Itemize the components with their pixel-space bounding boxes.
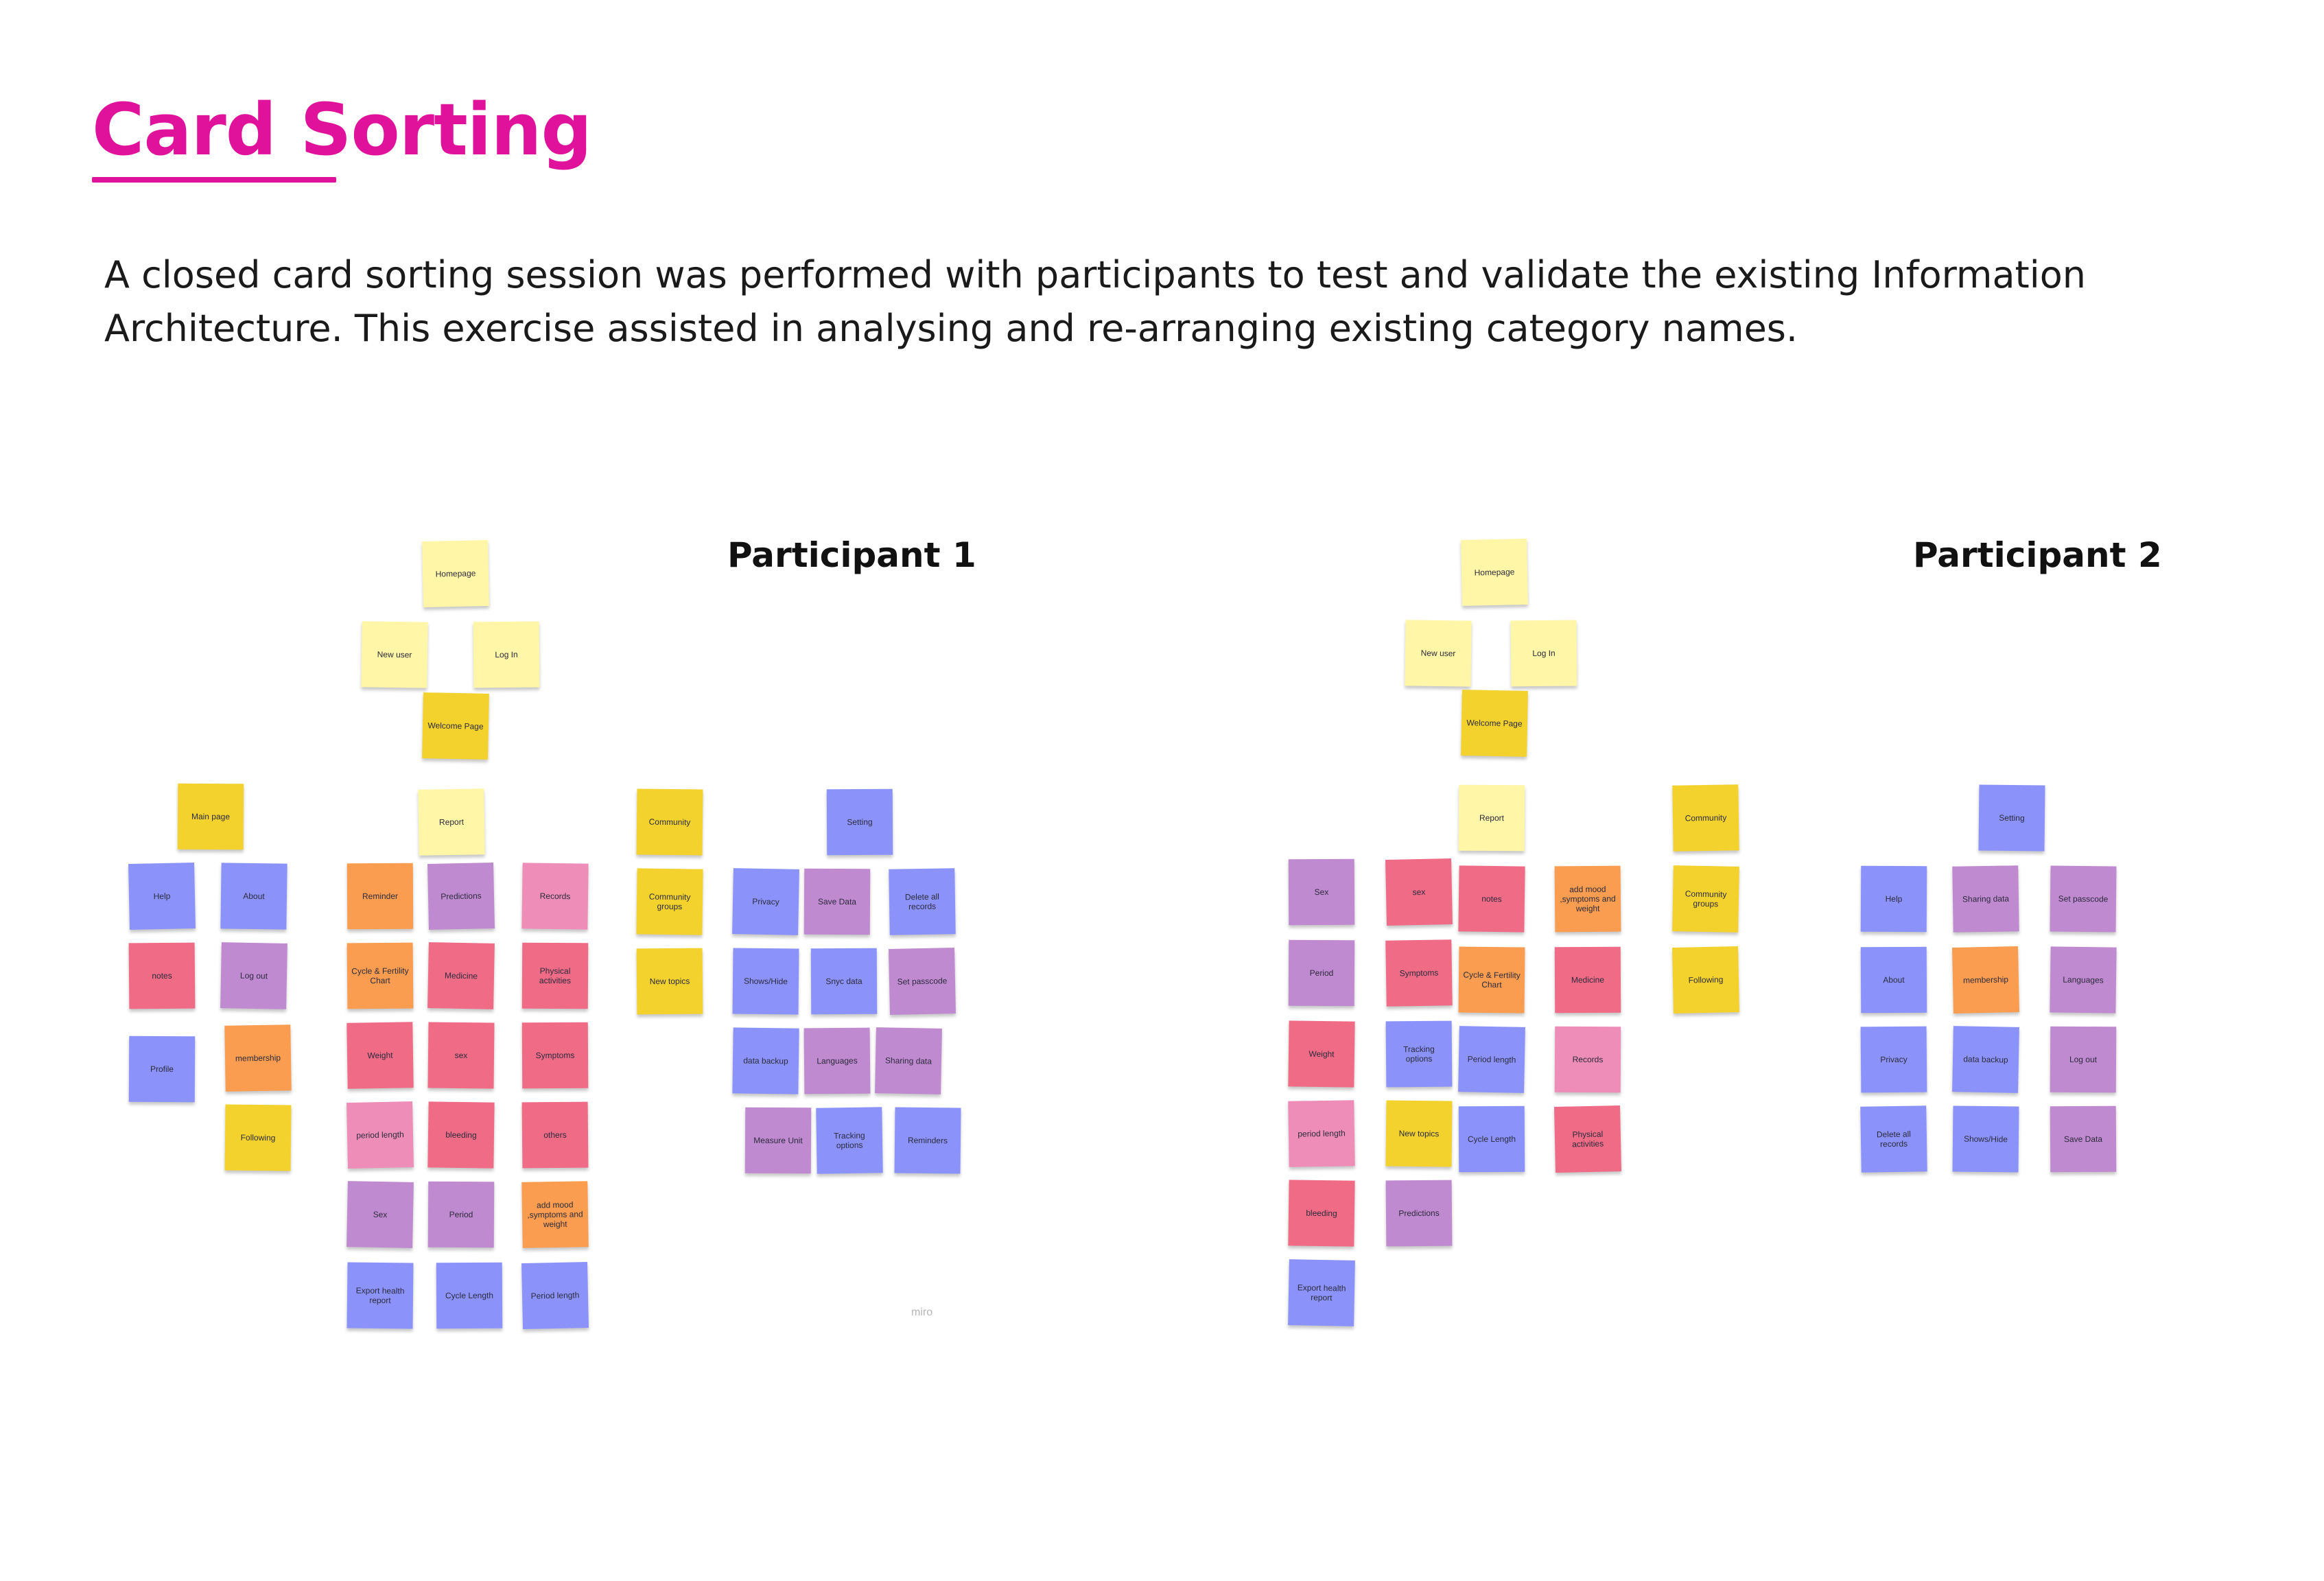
sticky-note[interactable]: data backup: [1952, 1026, 2019, 1093]
sticky-note[interactable]: Export health report: [1288, 1259, 1355, 1326]
sticky-note[interactable]: Languages: [2050, 946, 2117, 1014]
sticky-note[interactable]: notes: [1458, 865, 1525, 933]
sticky-note[interactable]: Sharing data: [1952, 865, 2019, 933]
sticky-note[interactable]: add mood ,symptoms and weight: [1554, 865, 1621, 933]
participant-2-label: Participant 2: [1913, 535, 2162, 575]
sticky-note[interactable]: New topics: [1385, 1100, 1453, 1167]
sticky-note[interactable]: About: [1860, 946, 1927, 1014]
sticky-note[interactable]: Community: [1672, 784, 1739, 852]
page-description: A closed card sorting session was perfor…: [104, 253, 2086, 350]
sticky-note[interactable]: Medicine: [1554, 946, 1621, 1014]
sticky-note[interactable]: sex: [1385, 858, 1453, 926]
sticky-note[interactable]: Homepage: [1461, 539, 1528, 606]
page-title: Card Sorting: [92, 88, 592, 172]
sticky-note[interactable]: Period length: [1458, 1026, 1525, 1093]
sticky-note[interactable]: Tracking options: [1385, 1020, 1453, 1088]
sticky-note[interactable]: Records: [1554, 1026, 1621, 1093]
sticky-note[interactable]: Symptoms: [1385, 939, 1453, 1007]
sticky-note[interactable]: New user: [1405, 620, 1472, 687]
sticky-note[interactable]: Cycle & Fertility Chart: [1458, 946, 1525, 1014]
sticky-note[interactable]: bleeding: [1288, 1180, 1355, 1247]
sticky-note[interactable]: Shows/Hide: [1952, 1105, 2019, 1173]
sticky-note[interactable]: Sex: [1288, 858, 1355, 926]
sticky-note[interactable]: Privacy: [1860, 1026, 1927, 1093]
sticky-note[interactable]: Log In: [1510, 620, 1577, 687]
sticky-note[interactable]: Setting: [1978, 784, 2045, 852]
sticky-note[interactable]: period length: [1288, 1100, 1355, 1167]
miro-watermark: miro: [911, 1307, 933, 1318]
sticky-note[interactable]: Weight: [1288, 1020, 1355, 1088]
sticky-note[interactable]: Period: [1288, 939, 1355, 1007]
sticky-note[interactable]: Report: [1458, 784, 1525, 852]
sticky-note[interactable]: Help: [1860, 865, 1927, 933]
sticky-note[interactable]: Log out: [2050, 1026, 2117, 1093]
sticky-note[interactable]: Physical activities: [1554, 1105, 1621, 1173]
sticky-note[interactable]: Delete all records: [1860, 1105, 1927, 1173]
sticky-note[interactable]: Community groups: [1672, 865, 1739, 933]
sticky-note[interactable]: Cycle Length: [1458, 1105, 1525, 1173]
sticky-note[interactable]: Set passcode: [2050, 865, 2117, 933]
title-underline: [92, 177, 336, 183]
sticky-note[interactable]: Following: [1672, 946, 1739, 1014]
sticky-note[interactable]: Predictions: [1385, 1180, 1453, 1247]
sticky-note[interactable]: Welcome Page: [1461, 690, 1528, 757]
sticky-note[interactable]: membership: [1952, 946, 2019, 1014]
participant-1-label: Participant 1: [727, 535, 976, 575]
sticky-note[interactable]: Save Data: [2050, 1105, 2117, 1173]
